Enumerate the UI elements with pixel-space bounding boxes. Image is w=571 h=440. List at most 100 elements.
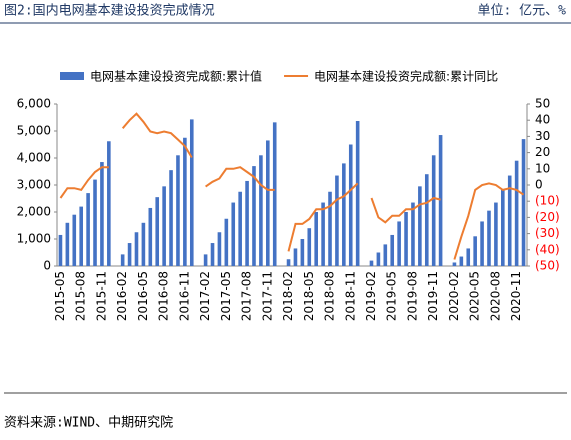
- bar: [342, 163, 346, 266]
- bar: [155, 197, 160, 266]
- bar: [86, 193, 90, 266]
- bar: [514, 160, 519, 266]
- bar: [348, 144, 353, 266]
- y2-tick-label: (30): [535, 226, 560, 240]
- x-tick-label: 2018-11: [343, 271, 357, 321]
- bar: [466, 248, 471, 266]
- bar: [148, 207, 153, 266]
- bar: [293, 248, 298, 266]
- y2-tick-label: (50): [535, 259, 560, 273]
- x-tick-label: 2020-02: [447, 271, 461, 321]
- bar: [58, 234, 63, 266]
- chart-title: 图2:国内电网基本建设投资完成情况: [4, 3, 215, 19]
- bar: [424, 174, 429, 266]
- y-tick-label: 2,000: [17, 205, 51, 219]
- y2-tick-label: (10): [535, 194, 560, 208]
- bar: [203, 254, 208, 266]
- x-tick-label: 2017-05: [219, 271, 233, 321]
- bar: [245, 180, 249, 266]
- x-tick-label: 2019-02: [364, 271, 378, 321]
- bar: [328, 191, 332, 266]
- bar: [93, 179, 97, 266]
- x-tick-label: 2017-02: [198, 271, 212, 321]
- x-tick-label: 2020-08: [488, 271, 502, 321]
- bar: [183, 137, 187, 266]
- bar: [176, 155, 180, 266]
- x-tick-label: 2019-11: [426, 271, 440, 321]
- bar: [162, 186, 166, 266]
- y2-tick-label: 40: [535, 113, 550, 127]
- bar: [169, 170, 173, 266]
- x-tick-label: 2018-05: [302, 271, 316, 321]
- x-tick-label: 2020-11: [509, 271, 523, 321]
- unit: 单位: 亿元、%: [478, 4, 567, 19]
- legend-label: 电网基本建设投资完成额:累计同比: [314, 69, 498, 84]
- x-tick-label: 2020-05: [468, 271, 482, 321]
- legend-label: 电网基本建设投资完成额:累计值: [90, 69, 262, 84]
- y2-tick-label: (20): [535, 210, 560, 224]
- bar: [107, 141, 111, 266]
- bar: [266, 140, 270, 266]
- y-tick-label: 1,000: [17, 232, 51, 246]
- x-tick-label: 2018-02: [281, 271, 295, 321]
- bar: [487, 210, 491, 266]
- line: [59, 112, 525, 260]
- bar: [314, 212, 318, 266]
- x-tick-label: 2017-11: [260, 271, 274, 321]
- bar: [418, 186, 422, 266]
- y-tick-label: 5,000: [17, 124, 51, 138]
- y2-tick-label: 0: [535, 178, 543, 192]
- bar: [390, 234, 395, 266]
- bar: [238, 191, 242, 266]
- x-tick-label: 2016-11: [177, 271, 191, 321]
- x-tick-label: 2019-08: [405, 271, 419, 321]
- bar: [459, 256, 464, 266]
- y2-tick-label: 20: [535, 145, 550, 159]
- bar: [141, 222, 146, 266]
- bar: [134, 232, 139, 266]
- bar: [272, 122, 277, 266]
- y-tick-label: 6,000: [17, 97, 51, 111]
- bar: [127, 243, 132, 266]
- y-tick-label: 3,000: [17, 178, 51, 192]
- y2-tick-label: 50: [535, 97, 550, 111]
- bar: [300, 239, 305, 266]
- bar: [473, 236, 477, 266]
- bar: [321, 202, 325, 266]
- x-tick-label: 2019-05: [385, 271, 399, 321]
- bar: [252, 166, 256, 266]
- y-tick-label: 4,000: [17, 151, 51, 165]
- bar: [480, 221, 484, 266]
- y2-tick-label: (40): [535, 242, 560, 256]
- bar: [217, 232, 222, 266]
- bar: [307, 228, 312, 266]
- x-tick-label: 2018-08: [323, 271, 337, 321]
- bar: [100, 162, 104, 266]
- x-tick-label: 2015-11: [94, 271, 108, 321]
- bar: [431, 155, 436, 266]
- bar: [120, 254, 125, 266]
- bar: [494, 202, 498, 266]
- legend-swatch: [60, 72, 84, 80]
- bar: [335, 175, 339, 266]
- x-tick-label: 2017-08: [240, 271, 254, 321]
- bar: [376, 252, 381, 266]
- bar: [452, 262, 457, 266]
- bar: [72, 214, 77, 266]
- bar: [286, 259, 291, 266]
- bar: [224, 218, 229, 266]
- bar: [189, 119, 194, 266]
- bar: [210, 243, 215, 266]
- bar: [521, 139, 526, 266]
- bar: [231, 202, 236, 266]
- x-tick-label: 2016-08: [157, 271, 171, 321]
- bar: [383, 244, 388, 266]
- x-tick-label: 2016-02: [115, 271, 129, 321]
- x-tick-label: 2015-05: [53, 271, 67, 321]
- x-tick-label: 2016-05: [136, 271, 150, 321]
- bar: [411, 202, 415, 266]
- y2-tick-label: 10: [535, 161, 550, 175]
- bar: [397, 221, 401, 266]
- bar: [79, 206, 83, 266]
